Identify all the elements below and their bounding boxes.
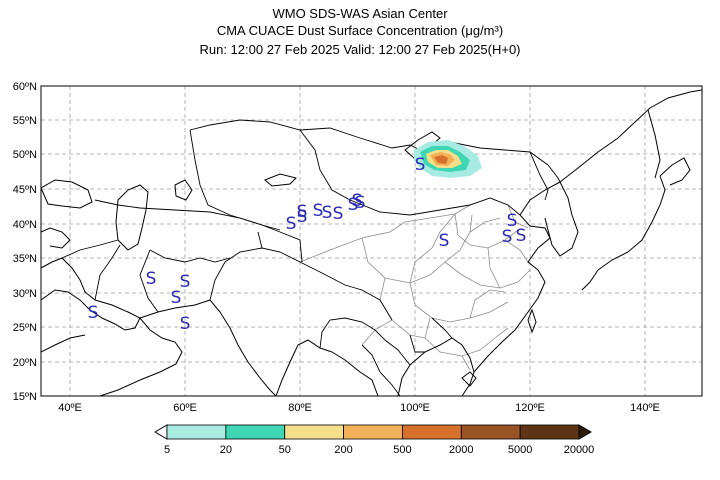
station-marker: S xyxy=(322,203,333,223)
colorbar-swatch xyxy=(460,424,521,440)
station-marker: S xyxy=(171,288,182,308)
lat-label: 60ºN xyxy=(13,81,37,93)
coastlines xyxy=(41,89,702,396)
map-title-line3: Run: 12:00 27 Feb 2025 Valid: 12:00 27 F… xyxy=(199,42,521,57)
lon-label: 40ºE xyxy=(58,402,82,414)
lon-label: 100ºE xyxy=(400,402,430,414)
station-marker: S xyxy=(507,211,518,231)
station-marker: S xyxy=(415,155,426,175)
colorbar-labels: 5 20 50 200 500 2000 5000 20000 xyxy=(164,444,594,456)
colorbar-swatch xyxy=(225,424,286,440)
station-marker: S xyxy=(180,314,191,334)
station-marker: S xyxy=(313,201,324,221)
lat-label: 15ºN xyxy=(13,391,37,403)
station-marker: S xyxy=(333,204,344,224)
colorbar-label: 5 xyxy=(164,444,170,456)
lon-label: 140ºE xyxy=(630,402,660,414)
station-marker: S xyxy=(88,303,99,323)
lon-label: 60ºE xyxy=(173,402,197,414)
colorbar-label: 500 xyxy=(393,444,411,456)
station-marker: S xyxy=(297,207,308,227)
lat-label: 30ºN xyxy=(13,288,37,300)
colorbar-label: 5000 xyxy=(508,444,532,456)
lat-label: 25ºN xyxy=(13,322,37,334)
lat-label: 20ºN xyxy=(13,357,37,369)
station-marker: S xyxy=(297,202,308,222)
lat-label: 55ºN xyxy=(13,115,37,127)
station-marker: S xyxy=(502,227,513,247)
colorbar-swatch xyxy=(166,424,227,440)
colorbar-boxes xyxy=(166,424,580,440)
station-marker: S xyxy=(348,195,359,215)
map-title-line1: WMO SDS-WAS Asian Center xyxy=(272,6,448,21)
station-marker: S xyxy=(516,226,527,246)
lon-label: 80ºE xyxy=(288,402,312,414)
province-boundaries xyxy=(299,197,531,371)
colorbar-swatch xyxy=(402,424,462,440)
dust-plume xyxy=(414,140,482,178)
country-borders xyxy=(61,119,561,396)
colorbar-swatch xyxy=(284,424,344,440)
colorbar-high-arrow xyxy=(578,424,592,440)
station-marker: S xyxy=(286,214,297,234)
colorbar-swatch xyxy=(519,424,580,440)
colorbar-label: 20 xyxy=(220,444,232,456)
station-marker: S xyxy=(439,231,450,251)
colorbar-label: 2000 xyxy=(449,444,473,456)
longitude-labels: 40ºE 60ºE 80ºE 100ºE 120ºE 140ºE xyxy=(58,402,660,414)
dust-station-markers: S S S S S S S S S S S S S S S S S S S xyxy=(88,155,527,334)
lat-label: 35ºN xyxy=(13,253,37,265)
lat-label: 50ºN xyxy=(13,149,37,161)
map-title-line2: CMA CUACE Dust Surface Concentration (μg… xyxy=(216,23,504,38)
colorbar-label: 20000 xyxy=(564,444,595,456)
station-marker: S xyxy=(180,272,191,292)
lon-label: 120ºE xyxy=(515,402,545,414)
colorbar-label: 200 xyxy=(334,444,352,456)
colorbar: 5 20 50 200 500 2000 5000 20000 xyxy=(154,424,594,456)
latitude-labels: 60ºN 55ºN 50ºN 45ºN 40ºN 35ºN 30ºN 25ºN … xyxy=(13,81,37,403)
station-marker: S xyxy=(352,191,363,211)
colorbar-swatch xyxy=(343,424,403,440)
lat-label: 45ºN xyxy=(13,184,37,196)
map-frame xyxy=(40,85,703,397)
grid-lines xyxy=(41,86,702,396)
colorbar-low-arrow xyxy=(154,424,168,440)
station-marker: S xyxy=(355,193,366,213)
station-marker: S xyxy=(146,269,157,289)
colorbar-label: 50 xyxy=(279,444,291,456)
lat-label: 40ºN xyxy=(13,219,37,231)
